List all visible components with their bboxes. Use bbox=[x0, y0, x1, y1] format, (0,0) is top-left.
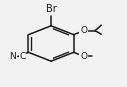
Text: N: N bbox=[10, 52, 16, 61]
Text: Br: Br bbox=[46, 4, 57, 14]
Text: C: C bbox=[19, 52, 26, 61]
Text: O: O bbox=[80, 52, 87, 61]
Text: O: O bbox=[80, 26, 87, 35]
